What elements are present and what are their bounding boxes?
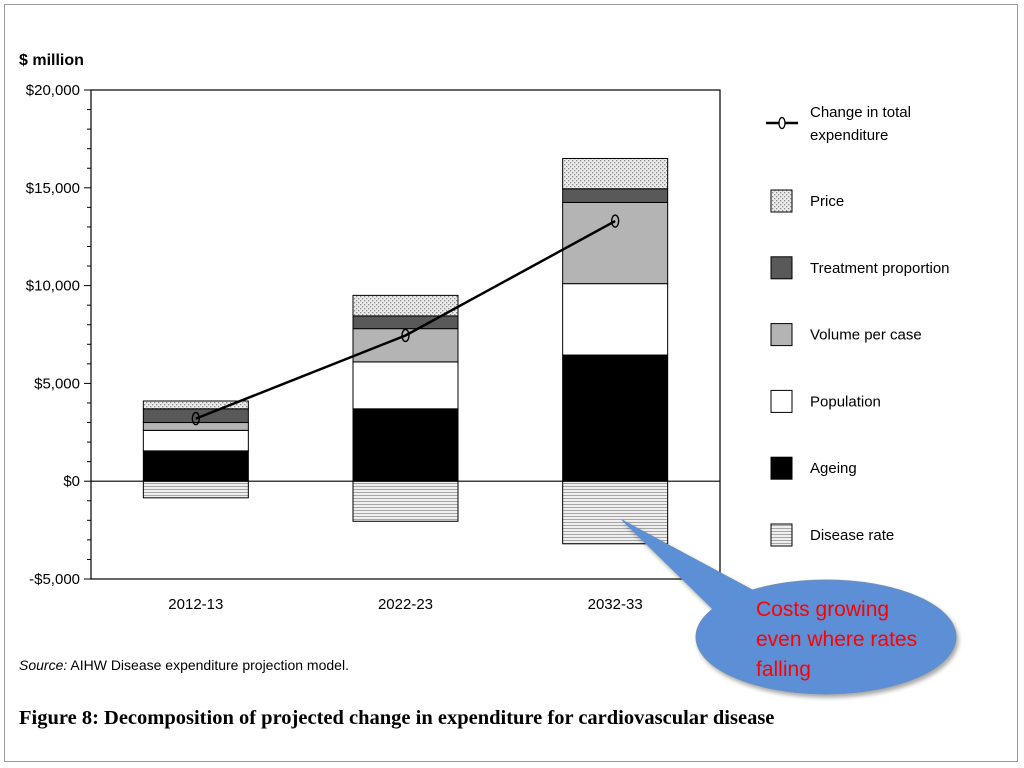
bar-segment-disease-rate xyxy=(562,480,669,545)
figure-caption: Figure 8: Decomposition of projected cha… xyxy=(19,707,775,729)
x-tick-label: 2022-23 xyxy=(378,596,433,613)
legend: Change in total expenditure Price Treatment… xyxy=(766,104,950,547)
y-axis: -$5,000 $0 $5,000 $10,000 $15,000 $20,000 xyxy=(26,82,91,588)
figure-frame xyxy=(4,4,1018,762)
callout: Costs growing even where rates falling xyxy=(621,519,957,695)
legend-swatch-population xyxy=(770,389,793,413)
bar-segment-treatment-proportion xyxy=(562,188,669,203)
legend-swatch-ageing xyxy=(770,456,793,480)
bar-segment-ageing xyxy=(562,354,669,482)
line-point-marker xyxy=(191,411,201,426)
total-change-polyline xyxy=(195,219,616,420)
bar-segment-disease-rate xyxy=(142,480,249,499)
callout-text-line: Costs growing xyxy=(756,598,889,621)
plot-border xyxy=(90,89,721,580)
callout-bubble xyxy=(695,579,957,695)
legend-label: Volume per case xyxy=(810,327,922,344)
bar-segment-population xyxy=(142,429,249,452)
bar-segment-disease-rate xyxy=(352,480,459,522)
y-unit-label: $ million xyxy=(19,52,84,69)
callout-text-line: falling xyxy=(756,658,811,681)
bar-segment-volume-per-case xyxy=(142,422,249,431)
callout-pointer-fill xyxy=(622,520,756,612)
legend-swatch-disease-rate xyxy=(770,523,793,547)
legend-label: Population xyxy=(810,393,881,410)
legend-label: Change in total xyxy=(810,104,911,121)
legend-line-marker xyxy=(778,116,786,130)
x-axis: 2012-13 2022-23 2032-33 xyxy=(168,596,642,613)
bars xyxy=(142,157,669,545)
legend-label: Disease rate xyxy=(810,527,894,544)
y-tick-label: -$5,000 xyxy=(29,571,80,588)
legend-swatch-treatment-proportion xyxy=(770,256,793,280)
bar-segment-population xyxy=(562,283,669,356)
source-note: Source: AIHW Disease expenditure project… xyxy=(19,657,349,673)
legend-label: expenditure xyxy=(810,127,888,144)
y-tick-label: $15,000 xyxy=(26,180,80,197)
legend-label: Treatment proportion xyxy=(810,260,950,277)
plot-area xyxy=(90,89,721,580)
y-tick-label: $10,000 xyxy=(26,278,80,295)
line-point-marker xyxy=(610,214,620,228)
bar-segment-price xyxy=(352,294,459,317)
x-tick-label: 2032-33 xyxy=(588,596,643,613)
legend-label: Price xyxy=(810,193,844,210)
line-point-marker xyxy=(401,328,410,343)
legend-label: Ageing xyxy=(810,460,857,477)
source-label: Source: xyxy=(19,657,68,673)
bar-segment-treatment-proportion xyxy=(142,408,249,424)
bar-segment-treatment-proportion xyxy=(352,315,459,330)
bar-segment-ageing xyxy=(352,408,459,482)
x-tick-label: 2012-13 xyxy=(168,596,223,613)
y-tick-label: $20,000 xyxy=(26,82,80,99)
bar-segment-price xyxy=(142,400,249,410)
bar-segment-volume-per-case xyxy=(352,328,459,363)
source-text: AIHW Disease expenditure projection mode… xyxy=(70,657,349,673)
legend-swatch-price xyxy=(770,189,793,213)
legend-swatch-volume-per-case xyxy=(770,323,793,347)
bar-segment-price xyxy=(562,157,669,190)
bar-segment-volume-per-case xyxy=(562,201,669,285)
bar-segment-ageing xyxy=(142,450,249,482)
total-change-line xyxy=(191,214,620,426)
y-tick-label: $0 xyxy=(63,473,80,490)
y-tick-label: $5,000 xyxy=(34,375,80,392)
callout-text-line: even where rates xyxy=(756,628,917,651)
bar-segment-population xyxy=(352,361,459,410)
